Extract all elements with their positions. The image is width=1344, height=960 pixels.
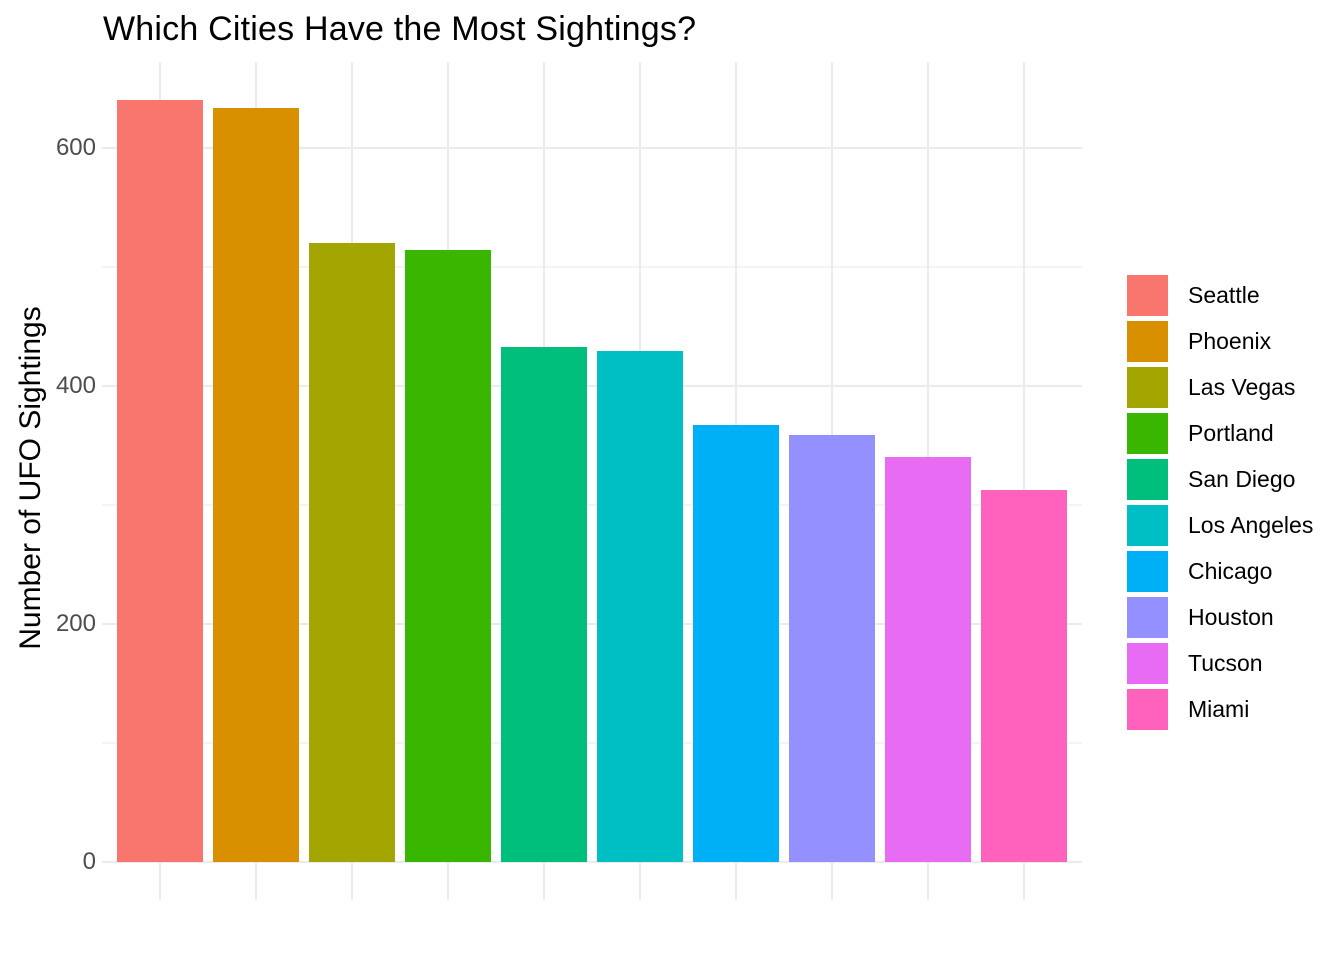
legend-item-tucson: Tucson xyxy=(1127,643,1313,684)
chart-title: Which Cities Have the Most Sightings? xyxy=(103,10,697,48)
legend-label: Portland xyxy=(1188,420,1274,446)
y-tick-label: 600 xyxy=(55,134,96,161)
legend-item-seattle: Seattle xyxy=(1127,275,1313,316)
bar-chicago xyxy=(693,425,779,862)
legend-key-las-vegas xyxy=(1127,367,1168,408)
gridline-minor-horizontal xyxy=(102,742,1082,744)
legend-item-los-angeles: Los Angeles xyxy=(1127,505,1313,546)
legend-label: Miami xyxy=(1188,696,1250,722)
legend-key-portland xyxy=(1127,413,1168,454)
legend-label: Chicago xyxy=(1188,558,1273,584)
bar-los-angeles xyxy=(597,351,683,862)
legend-key-tucson xyxy=(1127,643,1168,684)
bar-houston xyxy=(789,434,875,862)
gridline-major-horizontal xyxy=(102,623,1082,625)
bar-san-diego xyxy=(501,346,587,862)
bar-portland xyxy=(405,250,491,862)
legend-item-houston: Houston xyxy=(1127,597,1313,638)
legend-label: Los Angeles xyxy=(1188,512,1314,538)
legend-item-miami: Miami xyxy=(1127,689,1313,730)
y-tick-label: 0 xyxy=(82,848,96,875)
legend-label: Phoenix xyxy=(1188,328,1272,354)
gridline-minor-horizontal xyxy=(102,504,1082,506)
bar-las-vegas xyxy=(309,243,395,862)
legend-key-houston xyxy=(1127,597,1168,638)
bar-phoenix xyxy=(213,107,299,862)
gridline-major-horizontal xyxy=(102,147,1082,149)
bar-seattle xyxy=(117,100,203,862)
legend-item-las-vegas: Las Vegas xyxy=(1127,367,1313,408)
legend-label: San Diego xyxy=(1188,466,1296,492)
gridline-minor-horizontal xyxy=(102,266,1082,268)
y-tick-label: 400 xyxy=(55,372,96,399)
gridline-major-horizontal xyxy=(102,861,1082,863)
legend-key-chicago xyxy=(1127,551,1168,592)
bar-tucson xyxy=(885,457,971,862)
legend-label: Seattle xyxy=(1188,282,1260,308)
legend-label: Las Vegas xyxy=(1188,374,1296,400)
legend-label: Tucson xyxy=(1188,650,1263,676)
legend-item-portland: Portland xyxy=(1127,413,1313,454)
legend-item-san-diego: San Diego xyxy=(1127,459,1313,500)
legend-key-los-angeles xyxy=(1127,505,1168,546)
legend: Seattle Phoenix Las Vegas Portland San Diego… xyxy=(1127,275,1313,735)
legend-item-phoenix: Phoenix xyxy=(1127,321,1313,362)
legend-label: Houston xyxy=(1188,604,1274,630)
gridline-major-vertical xyxy=(1023,62,1025,900)
legend-key-phoenix xyxy=(1127,321,1168,362)
legend-item-chicago: Chicago xyxy=(1127,551,1313,592)
bar-miami xyxy=(981,489,1067,862)
legend-key-miami xyxy=(1127,689,1168,730)
legend-key-san-diego xyxy=(1127,459,1168,500)
legend-key-seattle xyxy=(1127,275,1168,316)
y-tick-label: 200 xyxy=(55,610,96,637)
gridline-major-horizontal xyxy=(102,385,1082,387)
